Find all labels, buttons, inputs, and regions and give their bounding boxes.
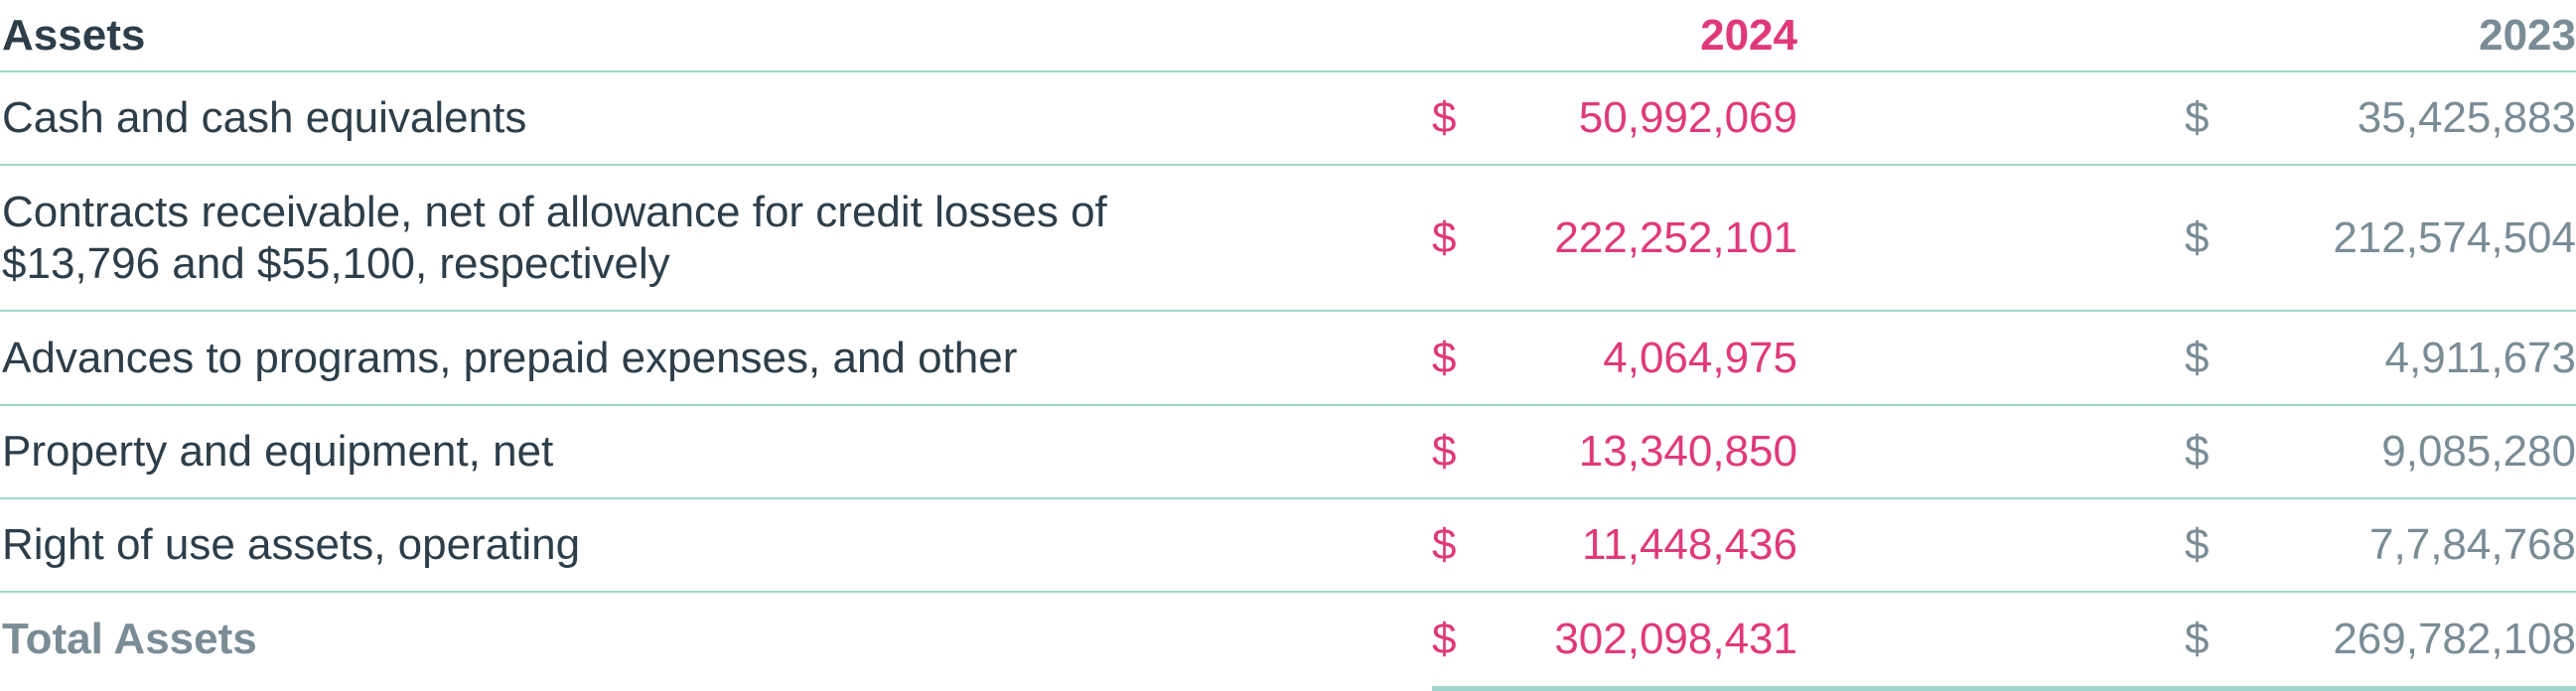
currency-sign: $ bbox=[2185, 212, 2210, 262]
amount-2023: 212,574,504 bbox=[2333, 212, 2576, 262]
table-row: Cash and cash equivalents $50,992,069 $35,… bbox=[0, 72, 2576, 166]
row-label: Total Assets bbox=[2, 615, 257, 663]
currency-sign: $ bbox=[2185, 427, 2210, 476]
currency-sign: $ bbox=[1432, 427, 1457, 476]
table-row: Property and equipment, net $13,340,850 $9… bbox=[0, 406, 2576, 499]
amount-2023: 7,7,84,768 bbox=[2369, 520, 2576, 569]
header-label: Assets bbox=[2, 10, 146, 60]
amount-2024: 302,098,431 bbox=[1554, 615, 1797, 663]
amount-2024: 13,340,850 bbox=[1578, 427, 1797, 476]
row-label: Contracts receivable, net of allowance f… bbox=[2, 187, 1107, 288]
amount-2024: 50,992,069 bbox=[1578, 93, 1797, 142]
amount-2024: 4,064,975 bbox=[1603, 333, 1797, 382]
table-row: Right of use assets, operating $11,448,43… bbox=[0, 499, 2576, 593]
amount-2023: 9,085,280 bbox=[2381, 427, 2576, 476]
amount-2024: 222,252,101 bbox=[1554, 212, 1797, 262]
currency-sign: $ bbox=[1432, 333, 1457, 382]
amount-2024: 11,448,436 bbox=[1582, 520, 1797, 569]
row-label: Advances to programs, prepaid expenses, … bbox=[2, 333, 1018, 382]
currency-sign: $ bbox=[1432, 212, 1457, 262]
currency-sign: $ bbox=[2185, 93, 2210, 142]
currency-sign: $ bbox=[2185, 520, 2210, 569]
row-label: Right of use assets, operating bbox=[2, 520, 581, 569]
table-row: Advances to programs, prepaid expenses, … bbox=[0, 312, 2576, 406]
currency-sign: $ bbox=[1432, 520, 1457, 569]
header-year: 2024 bbox=[1700, 10, 1797, 60]
header-year: 2023 bbox=[2479, 10, 2576, 60]
currency-sign: $ bbox=[2185, 333, 2210, 382]
amount-2023: 4,911,673 bbox=[2384, 333, 2576, 382]
total-underline bbox=[1432, 686, 2576, 691]
header-row: Assets 2024 2023 bbox=[0, 0, 2576, 72]
amount-2023: 269,782,108 bbox=[2333, 615, 2576, 663]
currency-sign: $ bbox=[1432, 93, 1457, 142]
currency-sign: $ bbox=[1432, 615, 1457, 663]
table-row: Total Assets $302,098,431 $269,782,108 bbox=[0, 593, 2576, 686]
currency-sign: $ bbox=[2185, 615, 2210, 663]
row-label: Cash and cash equivalents bbox=[2, 93, 527, 142]
table-row: Contracts receivable, net of allowance f… bbox=[0, 166, 2576, 312]
row-label: Property and equipment, net bbox=[2, 427, 554, 476]
amount-2023: 35,425,883 bbox=[2357, 93, 2576, 142]
